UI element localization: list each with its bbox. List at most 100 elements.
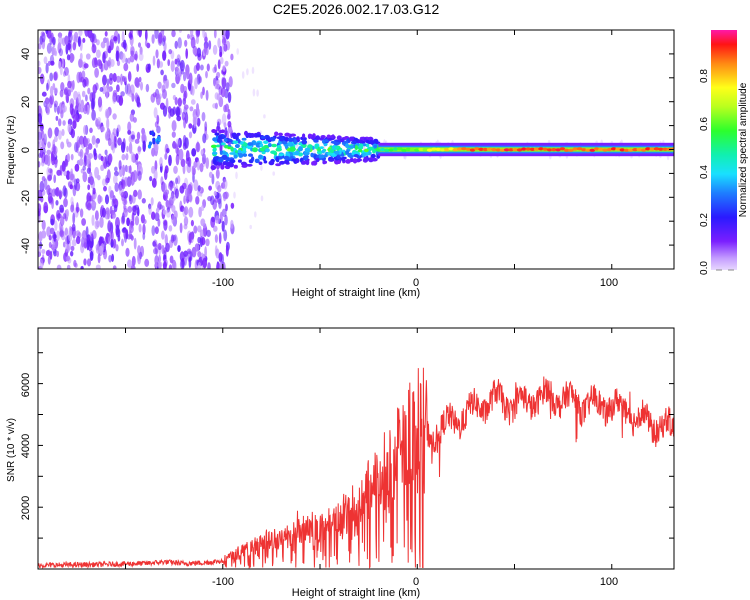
noise-cell bbox=[134, 215, 140, 226]
noise-cell bbox=[137, 146, 142, 152]
noise-cell bbox=[162, 50, 167, 61]
noise-cell bbox=[38, 203, 42, 214]
signal-cell bbox=[293, 139, 298, 145]
noise-cell bbox=[95, 219, 100, 227]
noise-cell bbox=[136, 96, 141, 107]
noise-cell bbox=[107, 236, 112, 245]
noise-cell bbox=[114, 182, 119, 193]
noise-cell bbox=[77, 36, 81, 47]
tone-cell bbox=[426, 148, 433, 152]
noise-cell bbox=[167, 59, 171, 67]
signal-cell bbox=[246, 132, 253, 138]
tone-cell bbox=[375, 148, 382, 152]
noise-cell bbox=[130, 46, 135, 57]
noise-cell bbox=[98, 153, 102, 160]
noise-cell bbox=[201, 111, 206, 122]
noise-cell bbox=[65, 170, 71, 180]
noise-cell bbox=[41, 219, 46, 231]
noise-cell bbox=[219, 51, 223, 58]
noise-cell bbox=[53, 87, 59, 95]
noise-cell bbox=[204, 36, 208, 43]
signal-cell bbox=[261, 151, 266, 155]
noise-cell bbox=[59, 204, 64, 213]
tone-cell bbox=[658, 147, 664, 151]
noise-cell bbox=[171, 214, 175, 224]
noise-cell bbox=[101, 207, 106, 218]
noise-cell bbox=[46, 82, 49, 92]
signal-cell bbox=[233, 154, 238, 159]
tone-cell bbox=[469, 148, 476, 152]
noise-cell bbox=[189, 106, 194, 112]
noise-cell bbox=[100, 164, 105, 172]
signal-cell bbox=[227, 138, 233, 143]
noise-cell bbox=[38, 137, 42, 145]
noise-cell bbox=[97, 116, 102, 125]
noise-cell bbox=[38, 210, 41, 217]
noise-cell bbox=[195, 102, 200, 113]
noise-cell bbox=[195, 35, 200, 45]
noise-cell bbox=[46, 42, 52, 54]
noise-cell bbox=[53, 174, 57, 184]
tone-cell bbox=[593, 147, 600, 151]
signal-cell bbox=[230, 146, 234, 152]
noise-cell bbox=[151, 225, 156, 237]
tone-cell bbox=[555, 148, 561, 152]
noise-cell bbox=[260, 195, 264, 202]
noise-cell bbox=[43, 178, 48, 190]
signal-cell bbox=[310, 152, 314, 158]
noise-cell bbox=[182, 163, 186, 175]
noise-cell bbox=[49, 168, 53, 178]
signal-cell bbox=[227, 146, 231, 150]
noise-cell bbox=[218, 232, 222, 244]
noise-cell bbox=[109, 193, 114, 200]
noise-cell bbox=[117, 33, 121, 45]
noise-cell bbox=[122, 199, 128, 206]
noise-cell bbox=[42, 147, 46, 155]
noise-cell bbox=[83, 124, 87, 136]
noise-cell bbox=[71, 239, 77, 247]
noise-cell bbox=[46, 184, 51, 196]
noise-cell bbox=[169, 255, 174, 264]
signal-cell bbox=[260, 135, 266, 140]
noise-cell bbox=[82, 161, 86, 168]
snr-y-tick-0: 2000 bbox=[20, 496, 32, 520]
noise-cell bbox=[170, 204, 176, 213]
noise-cell bbox=[158, 61, 164, 68]
noise-cell bbox=[139, 251, 143, 260]
noise-cell bbox=[107, 209, 110, 220]
noise-cell bbox=[196, 30, 201, 37]
noise-cell bbox=[38, 246, 42, 258]
noise-cell bbox=[108, 56, 112, 69]
noise-cell bbox=[41, 230, 47, 239]
noise-cell bbox=[173, 165, 178, 174]
noise-cell bbox=[110, 230, 114, 243]
signal-cell bbox=[311, 161, 315, 166]
noise-cell bbox=[74, 113, 78, 121]
noise-cell bbox=[177, 137, 182, 149]
noise-cell bbox=[224, 214, 228, 226]
noise-cell bbox=[199, 229, 205, 239]
noise-cell bbox=[168, 48, 173, 55]
noise-cell bbox=[51, 188, 57, 197]
noise-cell bbox=[71, 201, 75, 211]
noise-cell bbox=[196, 159, 200, 171]
noise-cell bbox=[86, 167, 92, 174]
tone-cell bbox=[615, 147, 621, 151]
colorbar-tick-3: 0.6 bbox=[699, 117, 710, 131]
tone-cell bbox=[585, 148, 591, 152]
noise-cell bbox=[56, 250, 60, 258]
noise-cell bbox=[80, 99, 85, 109]
noise-cell bbox=[94, 67, 99, 78]
noise-cell bbox=[101, 178, 107, 187]
tone-cell bbox=[150, 130, 154, 136]
signal-cell bbox=[334, 150, 340, 155]
noise-cell bbox=[47, 192, 53, 204]
signal-cell bbox=[212, 147, 217, 153]
noise-cell bbox=[204, 246, 207, 259]
noise-cell bbox=[47, 127, 53, 139]
noise-cell bbox=[184, 112, 189, 124]
noise-cell bbox=[208, 185, 212, 191]
noise-cell bbox=[66, 138, 69, 145]
noise-cell bbox=[179, 185, 185, 194]
noise-cell bbox=[183, 206, 189, 216]
